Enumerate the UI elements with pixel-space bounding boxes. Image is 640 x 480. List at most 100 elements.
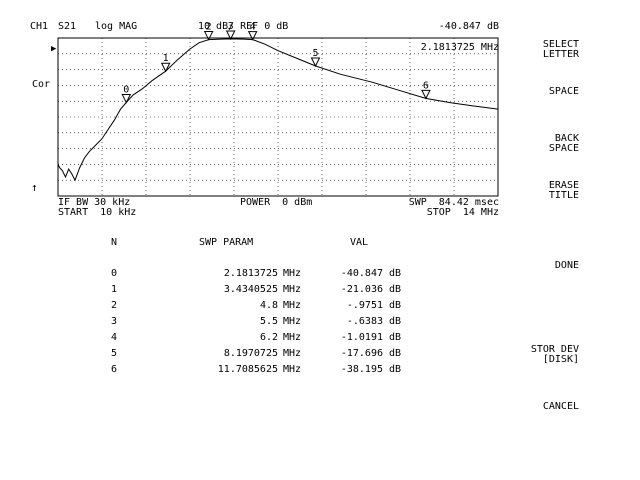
val-value: -38.195: [340, 364, 383, 375]
scale-label: 10 dB/ REF 0 dB: [198, 21, 289, 32]
swp-param-unit: MHz: [283, 364, 302, 375]
val-value: -21.036: [340, 284, 383, 295]
marker-triangle-icon: [160, 62, 171, 73]
table-row: 3 5.5 MHz -.6383 dB: [0, 317, 640, 329]
marker-label: 3: [228, 21, 234, 32]
swp-param-unit: MHz: [283, 348, 302, 359]
softkey-label: SPACE: [548, 143, 579, 154]
val-value: -1.0191: [340, 332, 383, 343]
sweep-time-label: SWP 84.42 msec: [408, 197, 499, 208]
marker-6: 6: [421, 80, 431, 100]
marker-number: 6: [111, 364, 118, 375]
marker-label: 0: [123, 85, 129, 96]
up-arrow-icon: ↑: [31, 181, 38, 194]
softkey-label: STOR DEV: [530, 344, 579, 355]
marker-number: 4: [111, 332, 118, 343]
val-unit: dB: [389, 364, 402, 375]
val-unit: dB: [389, 300, 402, 311]
marker-triangle-icon: [421, 89, 431, 100]
space-softkey[interactable]: SPACE: [549, 87, 579, 97]
power-label: POWER 0 dBm: [240, 197, 313, 208]
marker-0: 0: [121, 85, 132, 104]
softkey-label: LETTER: [542, 49, 579, 60]
swp-param-unit: MHz: [283, 284, 302, 295]
format-label: log MAG: [95, 21, 138, 32]
reference-arrow-icon: ▶: [51, 44, 57, 54]
start-frequency-label: START 10 kHz: [58, 207, 137, 218]
marker-label: 1: [163, 53, 169, 64]
val-unit: dB: [389, 268, 402, 279]
val-value: -40.847: [340, 268, 383, 279]
marker-number: 2: [111, 300, 118, 311]
if-bandwidth-label: IF BW 30 kHz: [58, 197, 131, 208]
table-row: 4 6.2 MHz -1.0191 dB: [0, 333, 640, 345]
table-row: 0 2.1813725 MHz -40.847 dB: [0, 269, 640, 281]
marker-triangle-icon: [247, 31, 258, 41]
stor-dev-disk-softkey[interactable]: STOR DEV [DISK]: [531, 345, 579, 365]
val-value: -.9751: [346, 300, 383, 311]
cancel-softkey[interactable]: CANCEL: [543, 402, 579, 412]
marker-2: 2: [203, 22, 214, 41]
marker-label: 4: [250, 22, 256, 33]
select-letter-softkey[interactable]: SELECT LETTER: [543, 40, 579, 60]
swp-param-value: 11.7085625: [217, 364, 278, 375]
softkey-label: TITLE: [548, 190, 579, 201]
swp-param-value: 3.4340525: [223, 284, 278, 295]
swp-param-value: 2.1813725: [223, 268, 278, 279]
marker-3: 3: [225, 21, 236, 41]
erase-title-softkey[interactable]: ERASE TITLE: [549, 181, 579, 201]
val-value: -17.696: [340, 348, 383, 359]
marker-value-readout: -40.847 dB: [438, 21, 499, 32]
table-row: 1 3.4340525 MHz -21.036 dB: [0, 285, 640, 297]
marker-number: 3: [111, 316, 118, 327]
val-value: -.6383: [346, 316, 383, 327]
softkey-label: ERASE: [548, 180, 579, 191]
swp-param-unit: MHz: [283, 332, 302, 343]
swp-param-unit: MHz: [283, 268, 302, 279]
swp-param-value: 4.8: [259, 300, 278, 311]
marker-4: 4: [247, 22, 258, 41]
marker-label: 2: [206, 22, 212, 33]
correction-indicator: Cor: [32, 79, 51, 90]
val-unit: dB: [389, 348, 402, 359]
softkey-label: DONE: [554, 260, 579, 271]
table-header-n: N: [111, 237, 118, 248]
markers-layer: 0 1 2 3 4 5 6: [121, 21, 431, 104]
marker-1: 1: [160, 53, 171, 73]
marker-5: 5: [310, 48, 321, 68]
param-label: S21: [58, 21, 77, 32]
marker-triangle-icon: [310, 57, 321, 68]
swp-param-value: 8.1970725: [223, 348, 278, 359]
marker-number: 5: [111, 348, 118, 359]
marker-label: 5: [312, 48, 318, 59]
marker-triangle-icon: [121, 94, 132, 104]
swp-param-unit: MHz: [283, 316, 302, 327]
trace-line: [57, 38, 499, 182]
swp-param-value: 5.5: [259, 316, 278, 327]
table-header-swp-param: SWP PARAM: [199, 237, 254, 248]
softkey-label: BACK: [554, 133, 579, 144]
plot-grid: [57, 37, 499, 197]
marker-triangle-icon: [225, 30, 236, 41]
marker-label: 6: [423, 80, 429, 91]
marker-number: 1: [111, 284, 118, 295]
softkey-label: [DISK]: [542, 354, 579, 365]
channel-label: CH1: [30, 21, 49, 32]
table-row: 5 8.1970725 MHz -17.696 dB: [0, 349, 640, 361]
table-header-val: VAL: [350, 237, 369, 248]
swp-param-unit: MHz: [283, 300, 302, 311]
back-space-softkey[interactable]: BACK SPACE: [549, 134, 579, 154]
val-unit: dB: [389, 332, 402, 343]
softkey-label: SPACE: [548, 86, 579, 97]
marker-triangle-icon: [203, 31, 214, 41]
swp-param-value: 6.2: [259, 332, 278, 343]
done-softkey[interactable]: DONE: [555, 261, 579, 271]
softkey-label: SELECT: [542, 39, 579, 50]
table-row: 2 4.8 MHz -.9751 dB: [0, 301, 640, 313]
marker-number: 0: [111, 268, 118, 279]
val-unit: dB: [389, 284, 402, 295]
softkey-label: CANCEL: [542, 401, 579, 412]
marker-stimulus-readout: 2.1813725 MHz: [420, 42, 499, 53]
val-unit: dB: [389, 316, 402, 327]
